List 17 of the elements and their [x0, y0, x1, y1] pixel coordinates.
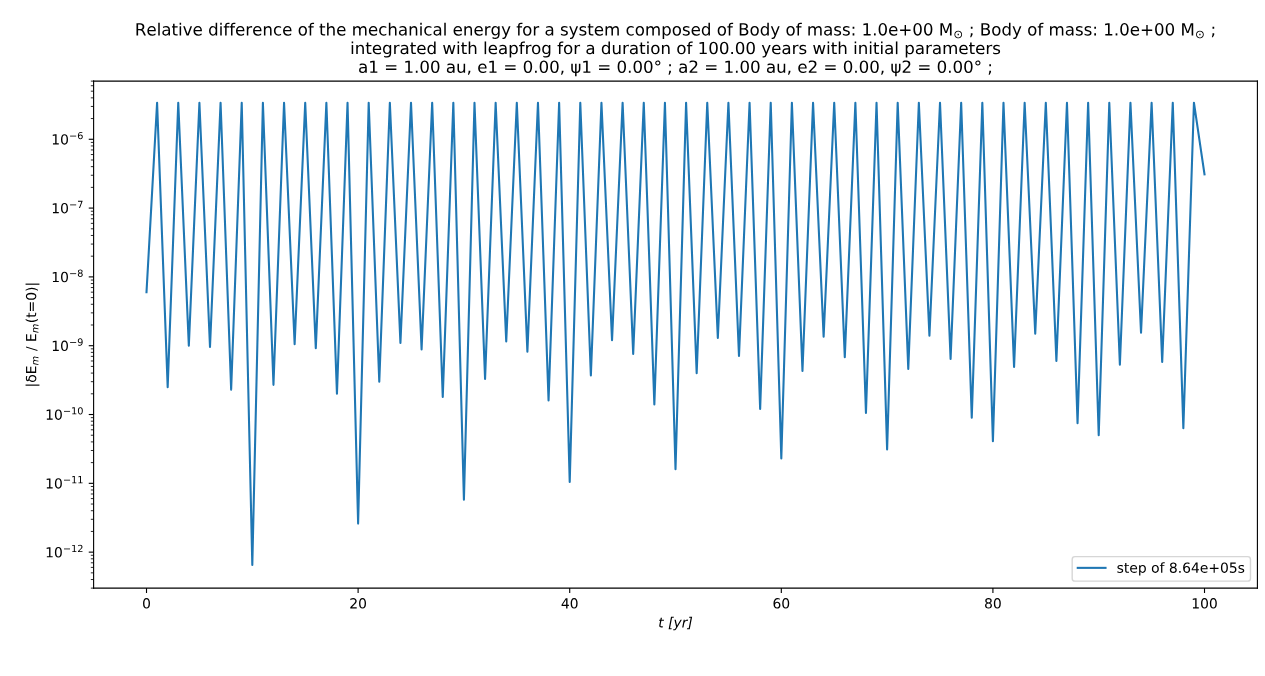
y-tick-label: 10$^{−10}$: [46, 407, 83, 420]
x-tick-label: 20: [350, 598, 367, 609]
legend-label: step of 8.64e+05s: [1117, 562, 1245, 576]
x-tick-label: 0: [143, 598, 151, 609]
x-tick-label: 40: [561, 598, 578, 609]
y-tick-label: 10$^{−9}$: [52, 338, 83, 352]
y-tick-label: 10$^{−6}$: [52, 131, 83, 145]
x-tick-label: 100: [1192, 598, 1217, 609]
y-tick-label: 10$^{−11}$: [46, 476, 83, 489]
y-axis-title: |δE$_{m}$ / E$_{m}$(t=0)|: [25, 283, 40, 386]
y-tick-label: 10$^{−12}$: [46, 544, 83, 558]
x-tick-label: 80: [985, 598, 1001, 609]
y-tick-label: 10$^{−8}$: [52, 269, 83, 283]
x-axis-title: t [yr]: [659, 616, 693, 631]
y-tick-label: 10$^{−7}$: [52, 200, 83, 214]
x-tick-label: 60: [773, 598, 790, 609]
chart-title: Relative difference of the mechanical energy for a system composed of Body of mass: 1.0e+00 M$_{⊙}$ ; Body of mass: 1.0e+00 M$_{⊙}$ ; integrated with leapfrog for a duration of 100.00 years with initial parameters a1 = 1.00 au, e1 = 0.00, ψ1 = 0.00° ; a2 = 1.00 au, e2 = 0.00, ψ2 = 0.00° ;: [136, 22, 1215, 77]
